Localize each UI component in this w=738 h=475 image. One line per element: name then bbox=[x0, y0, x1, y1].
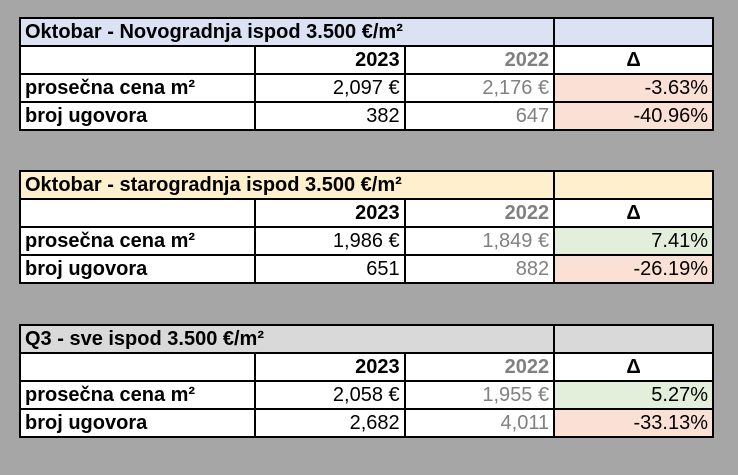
value-delta: -40.96% bbox=[553, 101, 714, 131]
value-current: 1,986 € bbox=[254, 226, 406, 256]
title-row: Oktobar - starogradnja ispod 3.500 €/m² bbox=[18, 170, 714, 200]
table-row: broj ugovora 2,682 4,011 -33.13% bbox=[18, 408, 714, 438]
table-title: Oktobar - starogradnja ispod 3.500 €/m² bbox=[18, 170, 556, 200]
value-previous: 647 bbox=[403, 101, 556, 131]
value-previous: 2,176 € bbox=[403, 73, 556, 103]
row-label: prosečna cena m² bbox=[18, 380, 257, 410]
value-current: 2,682 bbox=[254, 408, 406, 438]
year-current: 2023 bbox=[254, 45, 406, 75]
title-spacer-cell bbox=[553, 170, 714, 200]
row-label: broj ugovora bbox=[18, 254, 257, 284]
title-spacer-cell bbox=[553, 324, 714, 354]
table-novogradnja: Oktobar - Novogradnja ispod 3.500 €/m² 2… bbox=[18, 17, 714, 131]
value-current: 382 bbox=[254, 101, 406, 131]
row-label: broj ugovora bbox=[18, 101, 257, 131]
row-label: broj ugovora bbox=[18, 408, 257, 438]
year-current: 2023 bbox=[254, 198, 406, 228]
value-previous: 1,849 € bbox=[403, 226, 556, 256]
year-previous: 2022 bbox=[403, 198, 556, 228]
value-delta: 7.41% bbox=[553, 226, 714, 256]
year-previous: 2022 bbox=[403, 45, 556, 75]
delta-header: Δ bbox=[553, 198, 714, 228]
value-previous: 1,955 € bbox=[403, 380, 556, 410]
value-delta: -3.63% bbox=[553, 73, 714, 103]
row-label: prosečna cena m² bbox=[18, 226, 257, 256]
header-row: 2023 2022 Δ bbox=[18, 352, 714, 382]
table-starogradnja: Oktobar - starogradnja ispod 3.500 €/m² … bbox=[18, 170, 714, 284]
table-row: broj ugovora 382 647 -40.96% bbox=[18, 101, 714, 131]
title-row: Oktobar - Novogradnja ispod 3.500 €/m² bbox=[18, 17, 714, 47]
header-row: 2023 2022 Δ bbox=[18, 45, 714, 75]
header-row: 2023 2022 Δ bbox=[18, 198, 714, 228]
table-row: prosečna cena m² 2,097 € 2,176 € -3.63% bbox=[18, 73, 714, 103]
header-empty-cell bbox=[18, 45, 257, 75]
title-row: Q3 - sve ispod 3.500 €/m² bbox=[18, 324, 714, 354]
table-row: prosečna cena m² 2,058 € 1,955 € 5.27% bbox=[18, 380, 714, 410]
value-current: 651 bbox=[254, 254, 406, 284]
year-current: 2023 bbox=[254, 352, 406, 382]
delta-header: Δ bbox=[553, 352, 714, 382]
table-title: Q3 - sve ispod 3.500 €/m² bbox=[18, 324, 556, 354]
table-title: Oktobar - Novogradnja ispod 3.500 €/m² bbox=[18, 17, 556, 47]
value-previous: 882 bbox=[403, 254, 556, 284]
table-q3: Q3 - sve ispod 3.500 €/m² 2023 2022 Δ pr… bbox=[18, 324, 714, 438]
value-previous: 4,011 bbox=[403, 408, 556, 438]
title-spacer-cell bbox=[553, 17, 714, 47]
delta-header: Δ bbox=[553, 45, 714, 75]
table-row: prosečna cena m² 1,986 € 1,849 € 7.41% bbox=[18, 226, 714, 256]
value-current: 2,058 € bbox=[254, 380, 406, 410]
value-current: 2,097 € bbox=[254, 73, 406, 103]
value-delta: 5.27% bbox=[553, 380, 714, 410]
table-row: broj ugovora 651 882 -26.19% bbox=[18, 254, 714, 284]
value-delta: -33.13% bbox=[553, 408, 714, 438]
header-empty-cell bbox=[18, 352, 257, 382]
value-delta: -26.19% bbox=[553, 254, 714, 284]
year-previous: 2022 bbox=[403, 352, 556, 382]
row-label: prosečna cena m² bbox=[18, 73, 257, 103]
header-empty-cell bbox=[18, 198, 257, 228]
